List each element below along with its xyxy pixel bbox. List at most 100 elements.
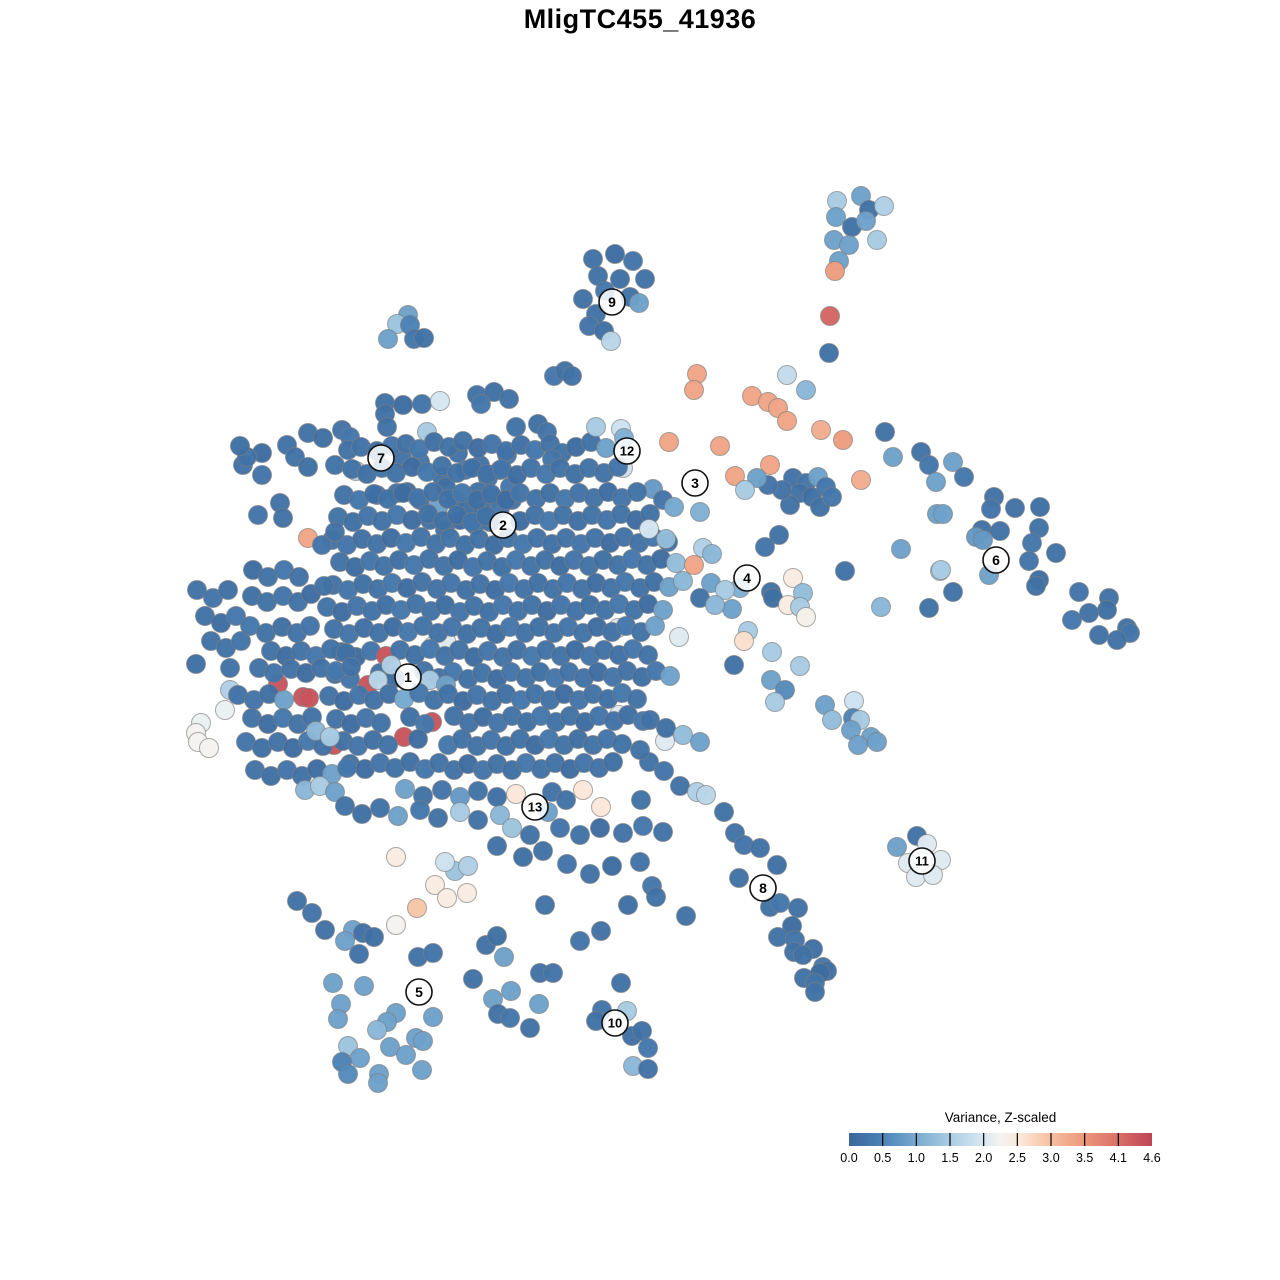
- data-point: [341, 657, 361, 677]
- data-point: [230, 436, 250, 456]
- data-point: [570, 931, 590, 951]
- data-point: [591, 921, 611, 941]
- data-point: [328, 1009, 348, 1029]
- data-point: [777, 365, 797, 385]
- data-point: [323, 973, 343, 993]
- data-point: [630, 852, 650, 872]
- data-point: [471, 394, 491, 414]
- legend-tick-label: 0.0: [840, 1151, 857, 1165]
- data-point: [371, 713, 391, 733]
- data-point: [314, 576, 334, 596]
- data-point: [639, 519, 659, 539]
- data-point: [611, 973, 631, 993]
- data-point: [670, 776, 690, 796]
- data-point: [215, 700, 235, 720]
- legend-tick-label: 3.5: [1076, 1151, 1093, 1165]
- data-point: [883, 447, 903, 467]
- data-point: [410, 800, 430, 820]
- data-point: [734, 631, 754, 651]
- cluster-label-text: 3: [691, 475, 699, 491]
- data-point: [822, 487, 842, 507]
- data-point: [380, 1037, 400, 1057]
- cluster-label-circle: [613, 437, 641, 465]
- data-point: [335, 931, 355, 951]
- cluster-label-circle: [982, 546, 1010, 574]
- data-point: [826, 207, 846, 227]
- data-point: [669, 627, 689, 647]
- data-point: [762, 642, 782, 662]
- data-point: [851, 470, 871, 490]
- data-point: [833, 430, 853, 450]
- legend-tick-label: 2.0: [975, 1151, 992, 1165]
- data-point: [659, 432, 679, 452]
- data-point: [520, 825, 540, 845]
- data-point: [354, 976, 374, 996]
- legend-tick-label: 1.0: [908, 1151, 925, 1165]
- data-point: [618, 895, 638, 915]
- data-point: [302, 903, 322, 923]
- legend-title: Variance, Z-scaled: [945, 1110, 1057, 1125]
- cluster-label-text: 10: [608, 1016, 622, 1031]
- data-point: [367, 1020, 387, 1040]
- data-point: [218, 580, 238, 600]
- data-point: [632, 1021, 652, 1041]
- data-point: [714, 802, 734, 822]
- data-point: [413, 1031, 433, 1051]
- data-point: [990, 521, 1010, 541]
- data-point: [186, 654, 206, 674]
- data-point: [562, 366, 582, 386]
- data-point: [825, 261, 845, 281]
- data-point: [887, 837, 907, 857]
- cluster-label-circle: [681, 469, 709, 497]
- data-point: [500, 1008, 520, 1028]
- data-point: [414, 328, 434, 348]
- data-point: [656, 718, 676, 738]
- data-point: [264, 663, 284, 683]
- cluster-label-circle: [749, 874, 777, 902]
- data-point: [586, 417, 606, 437]
- data-point: [386, 847, 406, 867]
- data-point: [638, 645, 658, 665]
- data-point: [848, 735, 868, 755]
- legend-gradient-bar: [849, 1133, 1152, 1146]
- cluster-label-text: 2: [499, 517, 507, 533]
- data-point: [557, 854, 577, 874]
- data-point: [458, 856, 478, 876]
- cluster-label-text: 7: [377, 450, 385, 466]
- data-point: [364, 927, 384, 947]
- data-point: [931, 560, 951, 580]
- data-point: [231, 631, 251, 651]
- cluster-label-text: 6: [992, 552, 1000, 568]
- data-point: [656, 529, 676, 549]
- data-point: [315, 920, 335, 940]
- data-point: [1062, 610, 1082, 630]
- data-point: [919, 598, 939, 618]
- data-point: [603, 752, 623, 772]
- data-point: [605, 244, 625, 264]
- plot-title: MligTC455_41936: [523, 4, 757, 34]
- cluster-label-circle: [521, 793, 549, 821]
- data-point: [623, 251, 643, 271]
- data-point: [520, 1018, 540, 1038]
- data-point: [722, 599, 742, 619]
- data-point: [299, 688, 319, 708]
- data-point: [591, 797, 611, 817]
- data-point: [943, 582, 963, 602]
- data-point: [943, 452, 963, 472]
- data-point: [684, 380, 704, 400]
- data-point: [765, 692, 785, 712]
- data-point: [378, 329, 398, 349]
- data-point: [715, 580, 735, 600]
- data-point: [1069, 582, 1089, 602]
- data-point: [252, 465, 272, 485]
- data-point: [338, 1064, 358, 1084]
- data-point: [435, 852, 455, 872]
- data-point: [430, 391, 450, 411]
- data-point: [543, 963, 563, 983]
- data-point: [320, 727, 340, 747]
- data-point: [199, 738, 219, 758]
- cluster-label-text: 4: [743, 570, 751, 586]
- data-point: [867, 732, 887, 752]
- data-point: [407, 898, 427, 918]
- data-point: [729, 868, 749, 888]
